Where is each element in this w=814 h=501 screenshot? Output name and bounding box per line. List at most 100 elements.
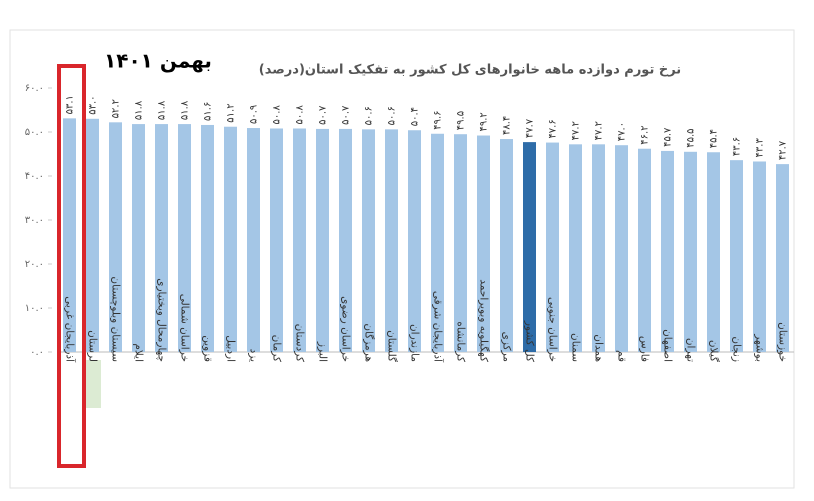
chart-frame xyxy=(9,29,795,489)
value-label: ۵۱.۸ xyxy=(157,100,168,120)
x-tick-label: تهران xyxy=(685,338,697,362)
value-label: ۴۷.۲ xyxy=(594,121,605,140)
x-tick-label: اردبیل xyxy=(225,335,237,362)
x-tick-label: سیستان وبلوچستان xyxy=(110,276,122,362)
value-label: ۴۹.۲ xyxy=(479,112,490,131)
bar xyxy=(362,129,375,352)
value-label: ۴۷.۰ xyxy=(617,122,628,141)
x-tick-label: سمنان xyxy=(570,333,582,362)
bar xyxy=(569,144,582,352)
bar xyxy=(454,134,467,352)
value-label: ۵۰.۹ xyxy=(249,105,260,124)
x-tick-label: چهارمحال وبختیاری xyxy=(156,278,168,362)
value-label: ۴۶.۲ xyxy=(640,125,651,144)
bar xyxy=(63,118,76,352)
x-tick-label: یزد xyxy=(248,349,260,362)
x-tick-label: فارس xyxy=(639,336,651,362)
bar xyxy=(500,139,513,352)
value-label: ۴۷.۲ xyxy=(571,121,582,140)
bar xyxy=(293,128,306,352)
bar xyxy=(707,152,720,352)
bar xyxy=(661,150,674,352)
bar xyxy=(155,124,168,352)
y-tick-label: ۶۰.۰ xyxy=(25,83,44,94)
bar xyxy=(753,161,766,352)
x-tick-label: خراسان رضوی xyxy=(340,296,352,362)
value-label: ۵۳.۱ xyxy=(65,95,76,114)
y-tick-label: ۱۰.۰ xyxy=(25,303,44,314)
x-tick-label: هرمزگان xyxy=(363,323,376,362)
value-label: ۴۵.۴ xyxy=(709,129,720,148)
bar xyxy=(477,135,490,352)
chart-title: نرخ تورم دوازده ماهه خانوارهای کل کشور ب… xyxy=(259,63,681,78)
chart-subtitle: بهمن ۱۴۰۱ xyxy=(104,49,212,73)
value-label: ۵۰.۶ xyxy=(364,106,375,125)
value-label: ۵۱.۸ xyxy=(180,100,191,120)
bar xyxy=(615,145,628,352)
x-tick-label: آذربایجان شرقی xyxy=(432,291,445,363)
value-label: ۴۲.۷ xyxy=(778,140,789,160)
value-label: ۴۳.۶ xyxy=(732,137,743,156)
value-label: ۵۳.۰ xyxy=(88,96,99,115)
x-tick-label: ایلام xyxy=(133,343,145,362)
bar xyxy=(385,129,398,352)
x-tick-label: اصفهان xyxy=(662,329,674,362)
value-label: ۴۸.۴ xyxy=(502,116,513,135)
bar xyxy=(592,144,605,352)
value-label: ۵۰.۸ xyxy=(295,105,306,125)
value-label: ۵۰.۸ xyxy=(272,105,283,125)
bar xyxy=(339,128,352,352)
x-tick-label: کل کشور xyxy=(524,320,536,362)
value-label: ۵۲.۲ xyxy=(111,99,122,118)
x-tick-label: کرمان xyxy=(271,335,283,362)
x-tick-label: زنجان xyxy=(731,336,743,362)
x-tick-label: کردستان xyxy=(294,324,306,362)
bar xyxy=(638,148,651,352)
value-label: ۴۹.۶ xyxy=(433,110,444,129)
x-tick-label: خراسان جنوبی xyxy=(547,297,559,362)
bar xyxy=(776,164,789,352)
bar xyxy=(546,142,559,352)
x-tick-label: همدان xyxy=(593,334,605,362)
value-label: ۵۱.۲ xyxy=(226,103,237,122)
x-tick-label: لرستان xyxy=(87,330,99,362)
x-tick-label: خراسان شمالی xyxy=(179,294,191,362)
y-tick-label: ۲۰.۰ xyxy=(25,259,44,270)
bar xyxy=(684,151,697,352)
value-label: ۵۱.۸ xyxy=(134,100,145,120)
bar xyxy=(178,124,191,352)
bar xyxy=(408,130,421,352)
bar xyxy=(247,128,260,352)
value-label: ۴۳.۳ xyxy=(755,138,766,158)
x-tick-label: قزوین xyxy=(202,335,214,362)
bar xyxy=(201,124,214,353)
x-tick-label: قم xyxy=(616,350,628,362)
bar xyxy=(109,122,122,352)
x-tick-label: بوشهر xyxy=(754,333,766,362)
bar xyxy=(132,124,145,352)
x-tick-label: کهگیلویه وبویراحمد xyxy=(478,279,491,362)
value-label: ۵۱.۶ xyxy=(203,102,214,121)
value-label: ۴۵.۷ xyxy=(663,127,674,147)
x-tick-label: مرکزی xyxy=(501,332,513,362)
bar xyxy=(270,128,283,352)
value-label: ۴۵.۵ xyxy=(686,129,697,148)
y-tick-label: ۴۰.۰ xyxy=(25,171,44,182)
bar xyxy=(730,160,743,352)
annotation-box xyxy=(57,64,86,468)
y-tick-label: ۵۰.۰ xyxy=(25,127,44,138)
value-label: ۵۰.۷ xyxy=(341,105,352,125)
x-tick-label: مازندران xyxy=(409,324,421,362)
x-tick-label: البرز xyxy=(317,341,329,362)
x-tick-label: گیلان xyxy=(708,340,721,362)
x-tick-label: آذربایجان غربی xyxy=(64,296,77,363)
value-label: ۴۹.۵ xyxy=(456,111,467,130)
bar xyxy=(86,118,99,352)
value-label: ۵۰.۶ xyxy=(387,106,398,125)
x-tick-label: خوزستان xyxy=(777,322,789,362)
value-label: ۵۰.۷ xyxy=(318,105,329,125)
x-tick-label: کرمانشاه xyxy=(455,321,467,362)
value-label: ۵۰.۴ xyxy=(410,107,421,126)
bar xyxy=(224,126,237,352)
